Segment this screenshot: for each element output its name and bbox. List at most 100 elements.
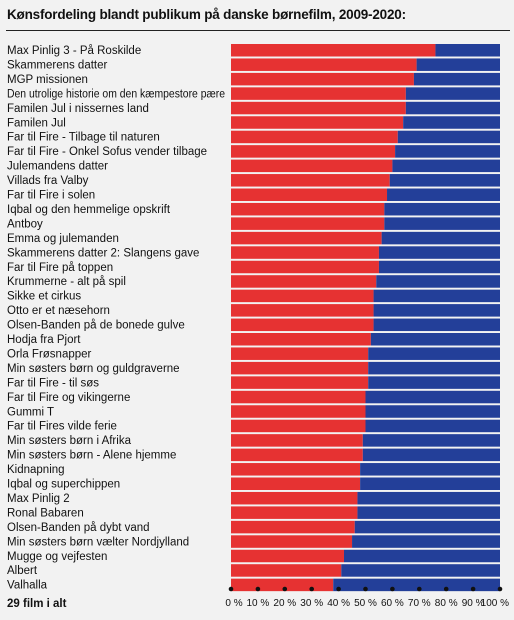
bar-segment-series-2 (365, 419, 500, 433)
bar-segment-series-1 (231, 217, 385, 230)
bar-segment-series-1 (231, 578, 334, 592)
category-label: Max Pinlig 3 - På Roskilde (7, 45, 141, 57)
bar-segment-series-2 (392, 159, 500, 173)
bar-segment-series-1 (231, 434, 363, 447)
bar-segment-series-1 (231, 477, 361, 490)
category-label: Iqbal og den hemmelige opskrift (7, 204, 171, 216)
bar-segment-series-1 (231, 506, 358, 519)
chart-title: Kønsfordeling blandt publikum på danske … (7, 7, 406, 22)
x-tick-label: 40 % (327, 598, 350, 609)
category-label: Olsen-Banden på de bonede gulve (7, 320, 185, 332)
x-tick-dot (309, 586, 315, 592)
bar-segment-series-1 (231, 361, 369, 375)
category-label: Far til Fire på toppen (7, 262, 113, 274)
bar-segment-series-1 (231, 463, 361, 476)
bar-segment-series-1 (231, 333, 371, 346)
x-tick-dot (470, 586, 476, 592)
x-tick-label: 0 % (225, 598, 242, 609)
category-label: Far til Fire og vikingerne (7, 392, 130, 404)
category-label: Familen Jul (7, 117, 66, 129)
category-label: Min søsters børn vælter Nordjylland (7, 536, 189, 548)
x-tick-label: 100 % (481, 598, 509, 609)
category-label: MGP missionen (7, 74, 88, 86)
x-tick-dot (363, 586, 368, 592)
category-label: Olsen-Banden på dybt vand (7, 522, 150, 534)
bar-segment-series-1 (231, 549, 344, 563)
bar-segment-series-2 (362, 434, 500, 447)
x-tick-label: 10 % (247, 598, 270, 609)
bar-segment-series-1 (231, 44, 436, 57)
bar-segment-series-2 (360, 463, 500, 476)
bar-segment-series-1 (231, 419, 366, 433)
bar-segment-series-2 (373, 318, 500, 332)
bar-segment-series-2 (387, 188, 500, 201)
bar-segment-series-2 (376, 275, 500, 288)
category-label: Far til Fire i solen (7, 190, 95, 202)
bar-segment-series-2 (381, 231, 500, 245)
bar-segment-series-1 (231, 304, 374, 317)
category-label: Gummi T (7, 406, 54, 418)
bar-segment-series-1 (231, 145, 396, 158)
category-label: Villads fra Valby (7, 175, 89, 187)
title-divider (6, 30, 510, 31)
category-label: Albert (7, 565, 38, 577)
category-label: Far til Fire - Onkel Sofus vender tilbag… (7, 146, 207, 158)
bar-segment-series-1 (231, 390, 366, 404)
bar-segment-series-1 (231, 289, 374, 303)
x-tick-dot (282, 586, 288, 592)
bar-segment-series-2 (343, 549, 500, 563)
bar-segment-series-1 (231, 275, 377, 288)
bar-segment-series-1 (231, 535, 353, 548)
x-tick-label: 80 % (435, 598, 458, 609)
x-tick-dot (390, 586, 395, 592)
x-tick-dot (255, 586, 261, 592)
category-label: Mugge og vejfesten (7, 551, 107, 563)
bar-segment-series-2 (333, 578, 500, 592)
category-label: Orla Frøsnapper (7, 348, 92, 360)
x-tick-dot (497, 586, 503, 592)
category-label: Far til Fire - til søs (7, 377, 99, 389)
category-label: Max Pinlig 2 (7, 493, 70, 505)
bar-segment-series-2 (405, 101, 500, 115)
bar-segment-series-2 (397, 130, 500, 144)
bar-segment-series-2 (416, 58, 500, 71)
bar-segment-series-1 (231, 130, 398, 144)
x-tick-dot (336, 586, 341, 592)
category-label: Krummerne - alt på spil (7, 276, 126, 288)
bar-segment-series-1 (231, 260, 379, 274)
category-label: Min søsters børn - Alene hjemme (7, 450, 176, 462)
x-tick-label: 90 % (462, 598, 485, 609)
bar-segment-series-2 (370, 333, 500, 346)
category-label: Sikke et cirkus (7, 291, 81, 303)
category-label: Emma og julemanden (7, 233, 119, 245)
bar-segment-series-2 (378, 260, 500, 274)
bar-segment-series-2 (368, 376, 500, 389)
bar-segment-series-2 (365, 405, 500, 418)
film-count-note: 29 film i alt (7, 598, 67, 610)
bar-segment-series-2 (405, 87, 500, 100)
bar-segment-series-1 (231, 72, 414, 86)
category-label: Hodja fra Pjort (7, 334, 81, 346)
x-tick-label: 70 % (408, 598, 431, 609)
category-label: Skammerens datter (7, 59, 108, 71)
bar-segment-series-1 (231, 564, 342, 577)
bar-segment-series-2 (395, 145, 500, 158)
x-tick-label: 60 % (381, 598, 404, 609)
bar-segment-series-1 (231, 231, 382, 245)
bar-segment-series-2 (362, 448, 500, 462)
bar-segment-series-2 (435, 44, 500, 57)
x-tick-dot (228, 586, 234, 592)
bar-segment-series-1 (231, 101, 406, 115)
x-tick-label: 50 % (354, 598, 377, 609)
category-label: Min søsters børn i Afrika (7, 435, 132, 447)
bar-segment-series-2 (357, 491, 500, 505)
bar-segment-series-2 (365, 390, 500, 404)
bar-segment-series-2 (384, 202, 500, 216)
bar-segment-series-1 (231, 246, 379, 259)
bar-segment-series-1 (231, 116, 404, 129)
category-label: Ronal Babaren (7, 507, 84, 519)
category-label: Kidnapning (7, 464, 65, 476)
bar-segment-series-2 (368, 347, 500, 360)
bar-segment-series-2 (389, 174, 500, 187)
